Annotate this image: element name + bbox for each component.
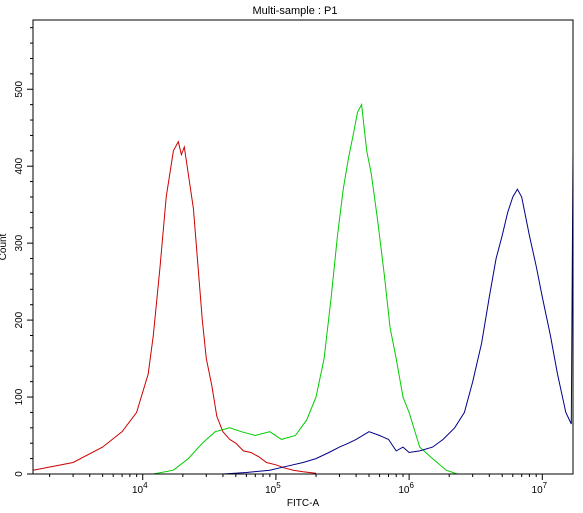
x-tick-label: 106 [398,481,414,496]
y-tick-label: 300 [14,234,25,251]
x-tick-label: 105 [265,481,281,496]
ticks-layer: 104 105 106 107 0 100 200 300 400 500 [14,27,548,496]
x-tick-label: 104 [132,481,148,496]
y-tick-label: 100 [14,388,25,405]
x-tick-label: 107 [532,481,548,496]
y-axis-label: Count [0,233,9,260]
y-tick-label: 0 [14,471,25,477]
series-layer [32,102,574,475]
y-tick-label: 200 [14,311,25,328]
y-tick-label: 500 [14,80,25,97]
y-tick-label: 400 [14,157,25,174]
plot-frame [32,19,574,475]
series-line-2 [153,102,458,475]
chart-title: Multi-sample : P1 [253,5,338,17]
series-line-3 [222,150,574,475]
series-line-1 [32,140,317,474]
x-axis-label: FITC-A [287,498,320,509]
